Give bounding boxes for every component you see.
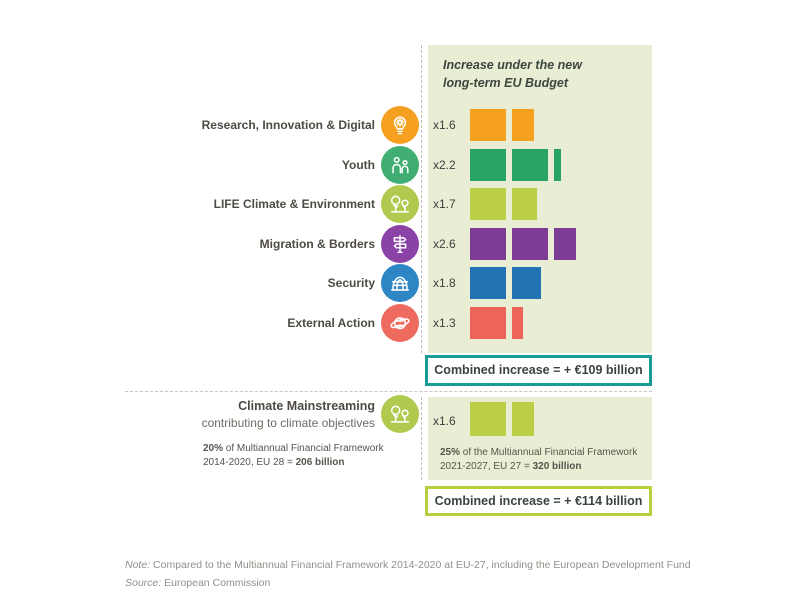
pictogram-bar-full [470, 228, 506, 260]
combined-increase-climate-label: Combined increase = + €114 billion [434, 494, 643, 508]
pictogram-bar-partial [512, 307, 523, 339]
panel-title-line1: Increase under the new [443, 58, 582, 72]
panel-left-dashed-line [421, 45, 422, 353]
pictogram-bar-partial [512, 267, 541, 299]
pictogram-bar-full [512, 228, 548, 260]
multiplier-label: x1.3 [433, 316, 456, 330]
pictogram-bar-partial [554, 228, 576, 260]
category-label: LIFE Climate & Environment [213, 197, 375, 211]
trees-icon [381, 185, 419, 223]
pictogram-bar-full [470, 267, 506, 299]
climate-note-320bn: 2021-2027, EU 27 = 320 billion [440, 461, 582, 472]
pictogram-bar-partial [554, 149, 561, 181]
category-label: Migration & Borders [259, 237, 375, 251]
pictogram-bars [470, 149, 561, 181]
panel-title: Increase under the new long-term EU Budg… [443, 57, 643, 92]
youth-icon [381, 146, 419, 184]
category-row: Youth x2.2 [0, 145, 795, 185]
globe-orbit-icon [381, 304, 419, 342]
increase-panel [428, 45, 652, 353]
climate-bars [470, 402, 534, 436]
multiplier-label: x2.6 [433, 237, 456, 251]
category-label: External Action [287, 316, 375, 330]
pictogram-bars [470, 228, 576, 260]
pictogram-bar-partial [512, 402, 534, 436]
category-label: Research, Innovation & Digital [201, 118, 375, 132]
climate-note-20pct: 20% of Multiannual Financial Framework [203, 443, 384, 454]
climate-note-25pct: 25% of the Multiannual Financial Framewo… [440, 447, 638, 458]
category-label: Security [327, 276, 375, 290]
climate-multiplier-label: x1.6 [433, 414, 456, 428]
panel-title-line2: long-term EU Budget [443, 75, 568, 90]
signpost-icon [381, 225, 419, 263]
section-divider-dashed-line [125, 391, 652, 392]
climate-title: Climate Mainstreaming [238, 399, 375, 413]
category-row: External Action x1.3 [0, 303, 795, 343]
category-row: Security x1.8 [0, 263, 795, 303]
pictogram-bar-full [470, 149, 506, 181]
multiplier-label: x2.2 [433, 158, 456, 172]
combined-increase-climate-box: Combined increase = + €114 billion [425, 486, 652, 516]
pictogram-bar-full [512, 149, 548, 181]
pictogram-bar-partial [512, 109, 534, 141]
lightbulb-gear-icon [381, 106, 419, 144]
pictogram-bar-full [470, 307, 506, 339]
pictogram-bars [470, 307, 523, 339]
pictogram-bar-full [470, 188, 506, 220]
multiplier-label: x1.6 [433, 118, 456, 132]
dome-icon [381, 264, 419, 302]
pictogram-bars [470, 188, 537, 220]
pictogram-bars [470, 267, 541, 299]
climate-subtitle: contributing to climate objectives [201, 416, 375, 430]
note-line: Note: Compared to the Multiannual Financ… [125, 559, 691, 571]
multiplier-label: x1.8 [433, 276, 456, 290]
source-line: Source: European Commission [125, 577, 271, 589]
pictogram-bar-full [470, 402, 506, 436]
pictogram-bar-partial [512, 188, 537, 220]
combined-increase-main-label: Combined increase = + €109 billion [434, 363, 643, 377]
climate-panel [428, 397, 652, 480]
climate-note-206bn: 2014-2020, EU 28 = 206 billion [203, 457, 345, 468]
combined-increase-main-box: Combined increase = + €109 billion [425, 355, 652, 386]
climate-previous-framework-note: 20% of Multiannual Financial Framework 2… [203, 442, 423, 470]
category-label: Youth [341, 158, 375, 172]
category-row: Migration & Borders x2.6 [0, 224, 795, 264]
category-row: LIFE Climate & Environment x1.7 [0, 184, 795, 224]
trees-icon [381, 395, 419, 433]
multiplier-label: x1.7 [433, 197, 456, 211]
climate-new-framework-note: 25% of the Multiannual Financial Framewo… [440, 446, 650, 474]
pictogram-bar-full [470, 109, 506, 141]
pictogram-bars [470, 109, 534, 141]
category-row: Research, Innovation & Digital x1.6 [0, 105, 795, 145]
climate-panel-left-dashed-line [421, 397, 422, 480]
